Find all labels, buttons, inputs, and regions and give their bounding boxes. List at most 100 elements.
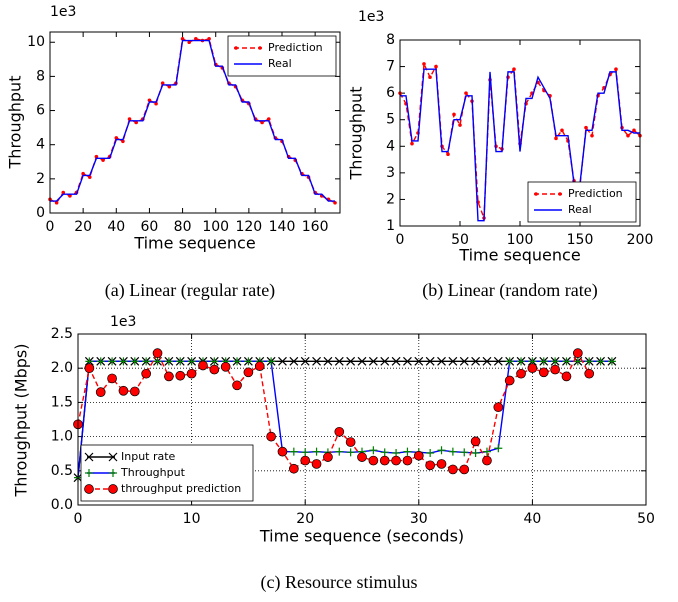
- point: [164, 357, 173, 366]
- point: [517, 357, 526, 366]
- point: [554, 136, 558, 141]
- x-tick-label: 20: [74, 219, 92, 235]
- legend-box: [527, 181, 637, 223]
- point: [516, 368, 526, 379]
- point: [127, 117, 132, 121]
- point: [368, 356, 378, 366]
- point: [278, 356, 287, 366]
- y-tick-label: 1.0: [51, 429, 73, 445]
- point: [607, 357, 616, 366]
- point: [460, 448, 469, 457]
- point: [118, 385, 129, 396]
- point: [584, 125, 588, 130]
- point: [130, 357, 139, 366]
- x-tick-label: 160: [302, 219, 329, 235]
- point: [153, 357, 162, 366]
- legend-marker: [108, 484, 118, 494]
- point: [289, 356, 299, 366]
- point: [436, 459, 447, 469]
- point: [493, 356, 503, 366]
- series: [73, 348, 595, 475]
- plot-frame: [77, 333, 647, 506]
- y-tick-label: 2.0: [51, 360, 73, 376]
- legend-marker: [85, 469, 93, 477]
- axis-offset: 1e3: [50, 4, 76, 20]
- point: [207, 37, 211, 41]
- point: [413, 450, 424, 461]
- point: [267, 357, 276, 366]
- point: [210, 357, 219, 366]
- x-tick-label: 10: [183, 511, 201, 527]
- point: [368, 455, 379, 466]
- point: [311, 459, 322, 469]
- point: [527, 363, 538, 374]
- point: [369, 446, 378, 455]
- legend: Input rate Throughput throughput predictio…: [80, 444, 254, 502]
- point: [391, 356, 401, 366]
- point: [452, 112, 456, 117]
- point: [392, 449, 401, 458]
- point: [425, 460, 436, 471]
- legend-label: Prediction: [268, 41, 323, 54]
- y-axis-label: Throughput (Mbps): [12, 344, 31, 498]
- y-tick-label: 0.5: [51, 463, 73, 479]
- point: [410, 141, 414, 146]
- x-tick-label: 140: [269, 219, 296, 235]
- series: [50, 39, 336, 202]
- y-tick-label: 6: [36, 103, 45, 119]
- point: [108, 357, 117, 366]
- point: [482, 447, 491, 456]
- x-tick-label: 50: [637, 511, 655, 527]
- point: [505, 357, 514, 366]
- point: [154, 101, 158, 106]
- point: [596, 357, 605, 366]
- point: [260, 120, 264, 125]
- point: [300, 455, 311, 466]
- legend-marker: [534, 192, 538, 196]
- point: [134, 120, 138, 125]
- point: [194, 37, 198, 41]
- y-tick-label: 3: [386, 165, 395, 181]
- point: [379, 455, 390, 466]
- legend-box: [227, 35, 337, 77]
- point: [119, 357, 128, 366]
- point: [333, 200, 337, 205]
- point: [437, 446, 446, 455]
- point: [186, 368, 197, 379]
- point: [164, 371, 174, 382]
- point: [243, 367, 254, 378]
- point: [572, 348, 583, 359]
- point: [422, 62, 426, 66]
- point: [346, 356, 356, 366]
- legend-marker: [84, 452, 94, 462]
- point: [107, 373, 117, 384]
- point: [61, 190, 66, 195]
- point: [334, 426, 345, 437]
- y-tick-label: 8: [386, 32, 395, 48]
- point: [380, 356, 390, 366]
- legend-marker: [108, 452, 118, 462]
- point: [493, 402, 504, 413]
- y-axis-label: Throughput: [347, 87, 366, 181]
- point: [141, 368, 152, 379]
- y-tick-label: 2: [36, 171, 45, 187]
- point: [585, 357, 594, 366]
- point: [335, 447, 344, 456]
- point: [573, 357, 582, 366]
- point: [538, 367, 549, 378]
- point: [95, 387, 106, 397]
- point: [84, 363, 95, 374]
- x-tick-label: 30: [410, 511, 428, 527]
- point: [403, 447, 412, 456]
- y-tick-label: 1: [386, 218, 395, 234]
- legend-marker: [109, 469, 117, 477]
- x-tick-label: 150: [567, 232, 594, 248]
- axis-offset: 1e3: [358, 9, 384, 25]
- point: [167, 84, 172, 89]
- y-tick-label: 8: [36, 68, 45, 84]
- series: [400, 68, 640, 222]
- point: [152, 348, 163, 359]
- y-axis-label: Throughput: [6, 76, 25, 170]
- point: [482, 356, 492, 366]
